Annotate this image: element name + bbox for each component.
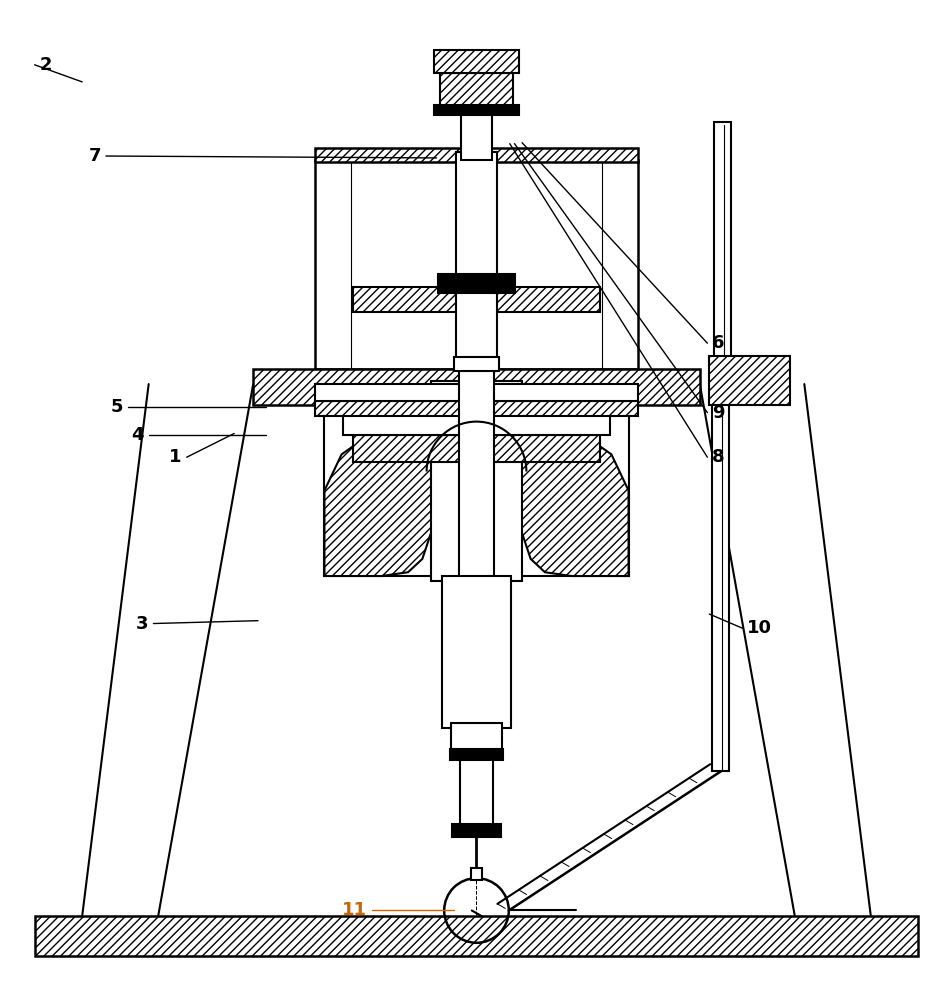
Text: 1: 1: [169, 448, 182, 466]
Text: 6: 6: [711, 334, 724, 352]
Text: 4: 4: [131, 426, 144, 444]
Bar: [314, 384, 638, 401]
Text: 11: 11: [342, 901, 367, 919]
Bar: [433, 50, 519, 73]
Bar: [324, 400, 628, 576]
Bar: [343, 414, 609, 435]
Polygon shape: [324, 432, 436, 576]
Text: 8: 8: [711, 448, 724, 466]
Text: 7: 7: [89, 147, 101, 165]
Bar: [711, 369, 728, 771]
Text: 2: 2: [39, 56, 51, 74]
Bar: [449, 749, 503, 760]
Bar: [314, 148, 638, 162]
Bar: [34, 916, 918, 956]
Bar: [442, 576, 510, 728]
Bar: [451, 824, 501, 837]
Bar: [713, 122, 730, 369]
Bar: [314, 401, 638, 416]
Text: 9: 9: [711, 404, 724, 422]
Bar: [459, 367, 493, 578]
Bar: [352, 435, 600, 462]
Text: 3: 3: [136, 615, 149, 633]
Bar: [455, 152, 497, 369]
Bar: [253, 369, 699, 405]
Bar: [460, 758, 492, 834]
Bar: [430, 381, 522, 581]
Bar: [470, 868, 482, 880]
Bar: [453, 357, 499, 371]
Bar: [314, 160, 638, 369]
Bar: [461, 112, 491, 160]
Bar: [708, 356, 789, 405]
Bar: [446, 381, 506, 581]
Bar: [450, 723, 502, 752]
Text: 10: 10: [746, 619, 771, 637]
Bar: [433, 105, 519, 115]
Polygon shape: [516, 432, 628, 576]
Bar: [438, 274, 514, 293]
Text: 5: 5: [110, 398, 123, 416]
Bar: [440, 73, 512, 105]
Bar: [352, 287, 600, 312]
